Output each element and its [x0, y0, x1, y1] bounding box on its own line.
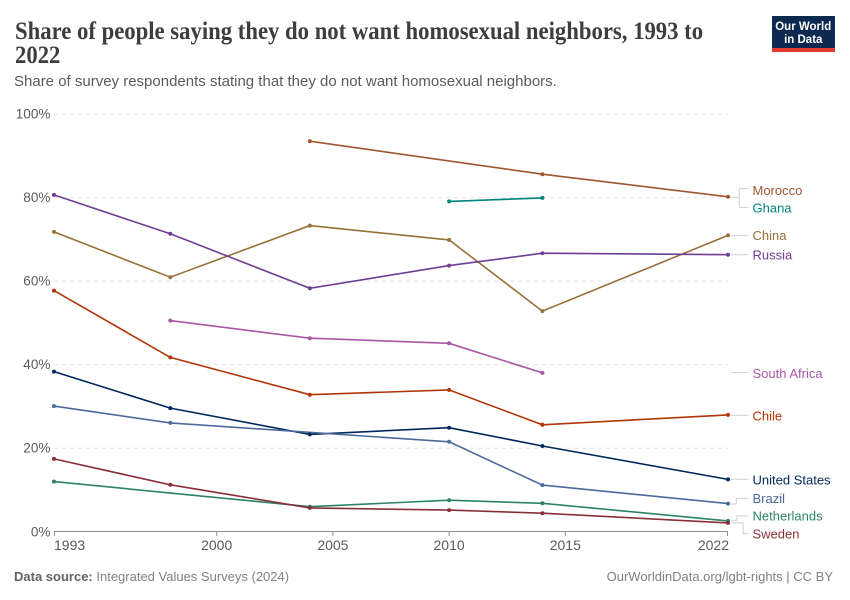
- svg-text:80%: 80%: [23, 190, 50, 205]
- svg-text:100%: 100%: [16, 107, 51, 122]
- svg-text:2005: 2005: [317, 537, 348, 553]
- svg-text:60%: 60%: [23, 274, 50, 289]
- svg-text:2015: 2015: [550, 537, 581, 553]
- svg-text:Ghana: Ghana: [753, 200, 793, 215]
- svg-text:2000: 2000: [201, 537, 232, 553]
- svg-text:20%: 20%: [23, 441, 50, 456]
- svg-text:Sweden: Sweden: [753, 526, 800, 541]
- svg-text:2010: 2010: [434, 537, 465, 553]
- svg-text:0%: 0%: [31, 524, 51, 539]
- svg-text:Chile: Chile: [753, 409, 783, 424]
- svg-text:China: China: [753, 228, 788, 243]
- svg-text:40%: 40%: [23, 357, 50, 372]
- svg-text:2022: 2022: [698, 537, 729, 553]
- svg-text:Netherlands: Netherlands: [753, 508, 824, 523]
- svg-text:Brazil: Brazil: [753, 491, 786, 506]
- svg-text:Russia: Russia: [753, 247, 794, 262]
- svg-text:South Africa: South Africa: [753, 366, 824, 381]
- svg-text:United States: United States: [753, 472, 832, 487]
- svg-text:Morocco: Morocco: [753, 183, 803, 198]
- svg-text:1993: 1993: [54, 537, 85, 553]
